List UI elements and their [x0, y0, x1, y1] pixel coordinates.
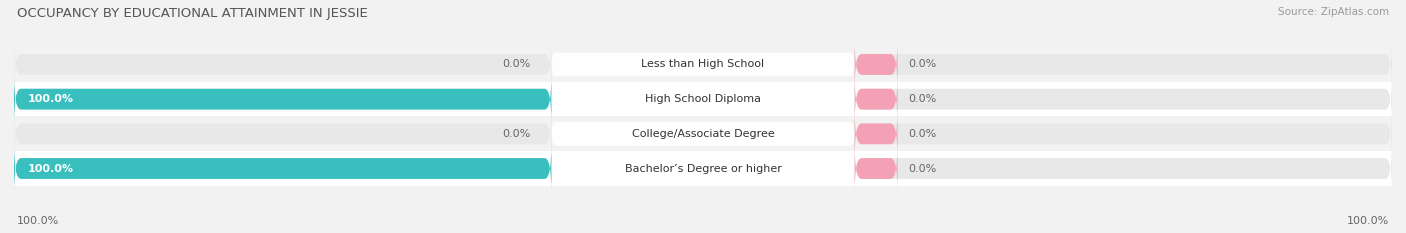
FancyBboxPatch shape [855, 40, 1392, 89]
Text: 0.0%: 0.0% [502, 59, 531, 69]
FancyBboxPatch shape [551, 53, 855, 76]
Text: 0.0%: 0.0% [908, 59, 936, 69]
FancyBboxPatch shape [855, 75, 1392, 123]
Text: Source: ZipAtlas.com: Source: ZipAtlas.com [1278, 7, 1389, 17]
FancyBboxPatch shape [855, 40, 897, 89]
Text: 0.0%: 0.0% [908, 129, 936, 139]
FancyBboxPatch shape [855, 110, 1392, 158]
Text: 100.0%: 100.0% [28, 94, 75, 104]
FancyBboxPatch shape [855, 144, 1392, 193]
FancyBboxPatch shape [551, 122, 855, 146]
Text: 0.0%: 0.0% [502, 129, 531, 139]
Text: Bachelor’s Degree or higher: Bachelor’s Degree or higher [624, 164, 782, 174]
FancyBboxPatch shape [551, 157, 855, 180]
Text: 100.0%: 100.0% [17, 216, 59, 226]
Text: 0.0%: 0.0% [908, 94, 936, 104]
FancyBboxPatch shape [14, 75, 551, 123]
FancyBboxPatch shape [551, 87, 855, 111]
FancyBboxPatch shape [855, 110, 897, 158]
Text: 0.0%: 0.0% [908, 164, 936, 174]
Text: OCCUPANCY BY EDUCATIONAL ATTAINMENT IN JESSIE: OCCUPANCY BY EDUCATIONAL ATTAINMENT IN J… [17, 7, 367, 20]
FancyBboxPatch shape [855, 75, 897, 123]
FancyBboxPatch shape [855, 144, 897, 193]
Text: 100.0%: 100.0% [28, 164, 75, 174]
Text: College/Associate Degree: College/Associate Degree [631, 129, 775, 139]
Text: High School Diploma: High School Diploma [645, 94, 761, 104]
Text: 100.0%: 100.0% [1347, 216, 1389, 226]
Bar [14, 116, 1392, 151]
FancyBboxPatch shape [14, 75, 551, 123]
FancyBboxPatch shape [14, 144, 551, 193]
FancyBboxPatch shape [14, 144, 551, 193]
Bar [14, 82, 1392, 116]
FancyBboxPatch shape [14, 40, 551, 89]
FancyBboxPatch shape [14, 110, 551, 158]
Text: Less than High School: Less than High School [641, 59, 765, 69]
Bar [14, 151, 1392, 186]
Bar [14, 47, 1392, 82]
